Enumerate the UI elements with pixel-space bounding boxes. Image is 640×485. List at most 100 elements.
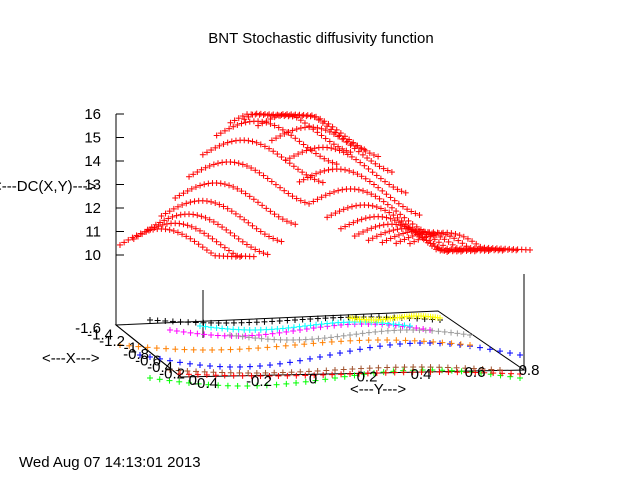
- contour-point: [462, 365, 469, 372]
- contour-point: [417, 340, 423, 347]
- surface-point: [376, 163, 383, 170]
- contour-point: [180, 328, 187, 335]
- surface-point: [210, 218, 217, 225]
- surface-point: [252, 167, 259, 174]
- contour-point: [508, 370, 515, 377]
- contour-point: [269, 330, 276, 337]
- surface-point: [383, 214, 390, 221]
- z-tick-label: 14: [84, 153, 101, 170]
- surface-point: [228, 208, 235, 215]
- surface-point: [299, 149, 306, 156]
- contour-point: [507, 373, 514, 380]
- contour-point: [287, 359, 293, 366]
- contour-point: [283, 380, 290, 387]
- surface-point: [210, 161, 217, 168]
- surface-point: [190, 171, 197, 178]
- surface-point: [289, 127, 296, 134]
- surface-point: [279, 126, 286, 133]
- surface-point: [310, 124, 317, 131]
- surface-point: [346, 167, 353, 174]
- contour-point: [227, 369, 234, 376]
- surface-point: [328, 145, 335, 152]
- surface-point: [369, 202, 376, 209]
- surface-point: [366, 150, 373, 157]
- contour-point: [215, 319, 222, 326]
- surface-point: [242, 190, 249, 197]
- surface-point: [217, 180, 224, 187]
- surface-point: [259, 202, 266, 209]
- surface-point: [307, 146, 314, 153]
- contour-point: [200, 319, 207, 326]
- contour-point: [252, 326, 259, 333]
- contour-point: [347, 332, 353, 338]
- surface-point: [354, 142, 361, 149]
- contour-point: [246, 326, 253, 333]
- contour-point: [320, 371, 327, 378]
- contour-point: [357, 346, 363, 353]
- contour-point: [332, 367, 338, 373]
- contour-point: [302, 372, 309, 379]
- surface-point: [190, 211, 197, 218]
- surface-point: [342, 223, 349, 230]
- z-tick-label: 13: [84, 177, 101, 194]
- surface-point: [249, 138, 256, 145]
- surface-point: [365, 237, 372, 244]
- contour-point: [314, 315, 321, 322]
- surface-point: [397, 222, 404, 229]
- surface-point: [386, 228, 393, 235]
- surface-point: [238, 188, 245, 195]
- contour-point: [197, 323, 203, 329]
- contour-point: [453, 364, 460, 371]
- surface-point: [252, 246, 259, 253]
- surface-point: [386, 209, 393, 216]
- contour-point: [378, 328, 385, 335]
- contour-point: [247, 363, 253, 370]
- contour-point: [347, 348, 353, 355]
- contour-point: [249, 332, 256, 339]
- surface-point: [317, 115, 324, 122]
- surface-point: [186, 173, 193, 180]
- surface-point: [176, 220, 183, 227]
- surface-point: [260, 250, 267, 257]
- contour-point: [481, 369, 488, 376]
- contour-point: [418, 369, 425, 376]
- surface-point: [337, 130, 344, 137]
- contour-point: [214, 332, 221, 339]
- contour-point: [517, 352, 523, 358]
- surface-point: [308, 112, 315, 119]
- surface-point: [133, 232, 140, 239]
- surface-point: [412, 210, 419, 217]
- y-tick-label: 0.6: [465, 364, 486, 381]
- contour-point: [439, 339, 446, 346]
- surface-point: [383, 191, 390, 198]
- surface-point: [245, 219, 252, 226]
- y-tick-label: -0.4: [192, 375, 218, 392]
- surface-point: [336, 132, 343, 139]
- surface-point: [267, 208, 274, 215]
- surface-point: [203, 247, 210, 254]
- contour-point: [181, 346, 188, 353]
- x-tick-label: -1.2: [99, 333, 125, 350]
- surface-point: [311, 176, 318, 183]
- contour-point: [317, 353, 323, 360]
- contour-point: [391, 369, 398, 376]
- contour-point: [264, 336, 271, 343]
- surface-point: [384, 201, 391, 208]
- surface-point: [314, 124, 321, 131]
- contour-point: [254, 382, 261, 389]
- contour-point: [219, 325, 226, 332]
- surface-point: [460, 233, 467, 240]
- surface-point: [333, 126, 340, 133]
- contour-point: [239, 333, 246, 340]
- surface-point: [370, 151, 377, 158]
- contour-point: [277, 336, 284, 343]
- surface-point: [224, 139, 231, 146]
- contour-point: [203, 371, 210, 378]
- contour-point: [390, 368, 397, 375]
- surface-point: [390, 212, 397, 219]
- contour-point: [497, 367, 503, 373]
- surface-point: [382, 229, 389, 236]
- surface-point: [434, 244, 441, 251]
- surface-point: [449, 241, 456, 248]
- timestamp-label: Wed Aug 07 14:13:01 2013: [19, 454, 201, 471]
